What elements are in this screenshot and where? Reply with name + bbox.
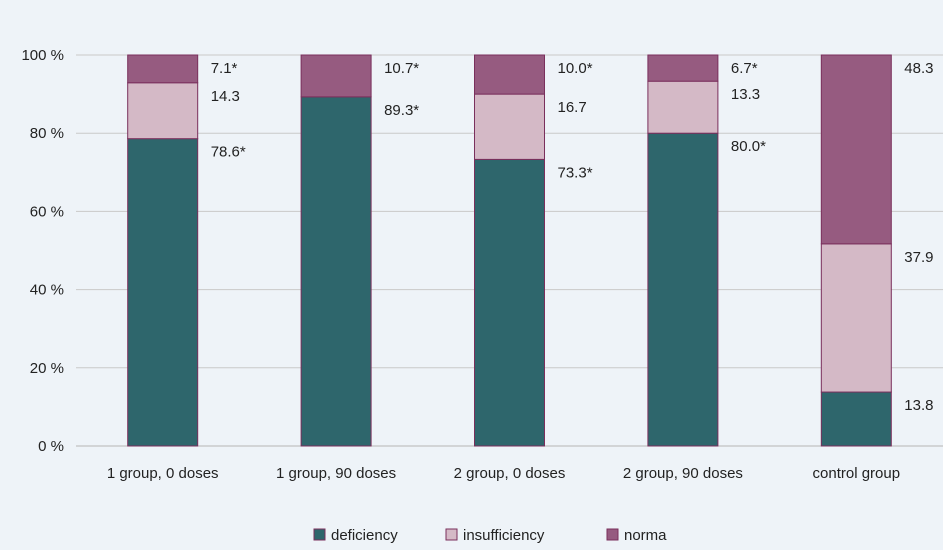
y-tick-label: 20 % [30, 360, 64, 377]
legend-label-deficiency: deficiency [331, 527, 398, 544]
y-tick-label: 0 % [38, 438, 64, 455]
data-label-deficiency: 73.3* [558, 164, 593, 181]
y-tick-label: 80 % [30, 125, 64, 142]
data-label-norma: 6.7* [731, 60, 758, 77]
bar-segment-insufficiency [474, 93, 545, 160]
data-label-norma: 48.3 [904, 60, 933, 77]
bars [127, 54, 892, 447]
data-label-insufficiency: 13.3 [731, 86, 760, 103]
legend-swatch-norma [606, 528, 619, 541]
data-label-insufficiency: 14.3 [211, 88, 240, 105]
bar-segment-deficiency [474, 158, 545, 447]
legend-label-norma: norma [624, 527, 667, 544]
data-label-insufficiency: 16.7 [558, 99, 587, 116]
legend: deficiency insufficiency norma [313, 527, 667, 544]
data-label-norma: 10.7* [384, 60, 419, 77]
bar-segment-norma [127, 54, 199, 84]
x-category-label: 2 group, 0 doses [454, 465, 566, 482]
data-label-insufficiency: 37.9 [904, 249, 933, 266]
y-tick-label: 100 % [21, 47, 64, 64]
data-label-deficiency: 80.0* [731, 138, 766, 155]
bar-segment-norma [474, 54, 545, 95]
x-category-label: 1 group, 90 doses [276, 465, 396, 482]
legend-swatch-deficiency [313, 528, 326, 541]
y-axis-ticks: 0 % 20 % 40 % 60 % 80 % 100 % [21, 47, 64, 455]
data-label-deficiency: 89.3* [384, 102, 419, 119]
bar-segment-norma [820, 54, 892, 245]
x-axis-categories: 1 group, 0 doses 1 group, 90 doses 2 group… [107, 465, 900, 482]
legend-label-insufficiency: insufficiency [463, 527, 545, 544]
y-tick-label: 40 % [30, 282, 64, 299]
bar-segment-insufficiency [127, 82, 199, 140]
bar-segment-deficiency [127, 138, 199, 447]
bar-segment-deficiency [300, 96, 372, 447]
bar-segment-norma [647, 54, 719, 82]
data-labels: 78.6* 14.3 7.1* 89.3* 10.7* 73.3* 16.7 10.0* 80.… [211, 60, 934, 414]
bar-segment-insufficiency [820, 243, 892, 393]
bar-segment-deficiency [820, 391, 892, 447]
data-label-norma: 7.1* [211, 60, 238, 77]
x-category-label: control group [813, 465, 901, 482]
bar-segment-norma [300, 54, 372, 98]
data-label-norma: 10.0* [558, 60, 593, 77]
bar-segment-deficiency [647, 132, 719, 447]
bar-segment-insufficiency [647, 80, 719, 134]
y-tick-label: 60 % [30, 203, 64, 220]
data-label-deficiency: 13.8 [904, 397, 933, 414]
x-category-label: 2 group, 90 doses [623, 465, 743, 482]
x-category-label: 1 group, 0 doses [107, 465, 219, 482]
data-label-deficiency: 78.6* [211, 144, 246, 161]
legend-swatch-insufficiency [445, 528, 458, 541]
